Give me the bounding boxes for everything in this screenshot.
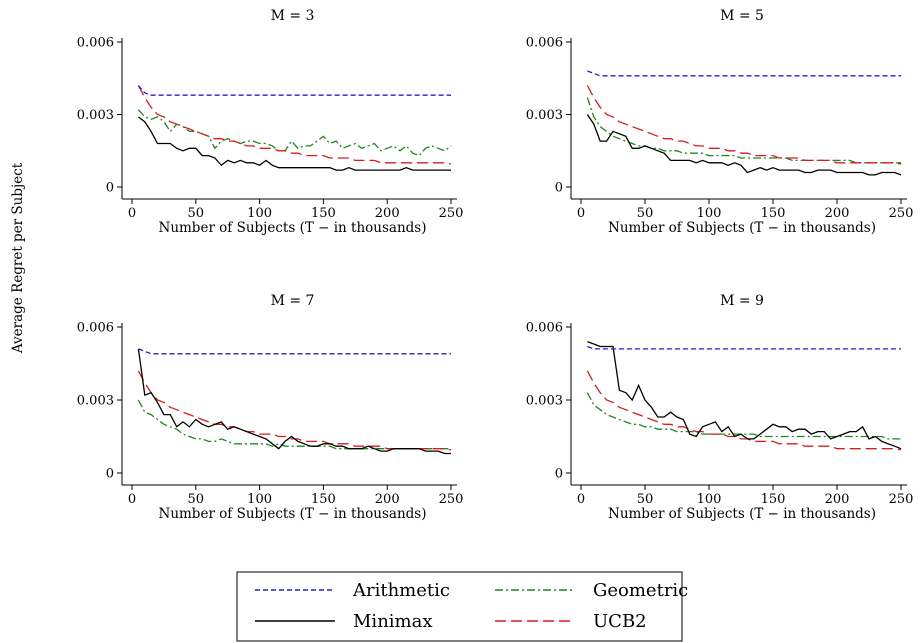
y-tick-label: 0.006 bbox=[77, 36, 114, 51]
series-geometric bbox=[586, 97, 901, 164]
series-geometric bbox=[586, 392, 901, 440]
panels: M = 3 0 0.003 0.006 0 50 100 150 200 250 Number of… bbox=[77, 8, 914, 522]
x-tick-label: 50 bbox=[188, 206, 205, 221]
x-tick-label: 150 bbox=[761, 492, 786, 507]
panel-title: M = 7 bbox=[271, 293, 315, 309]
y-tick-label: 0.003 bbox=[526, 108, 563, 123]
x-tick-label: 0 bbox=[577, 492, 585, 507]
x-tick-label: 0 bbox=[577, 206, 585, 221]
y-tick-label: 0.006 bbox=[77, 321, 114, 336]
series-minimax bbox=[587, 340, 902, 450]
y-tick-label: 0.006 bbox=[526, 36, 563, 51]
panel-2: M = 5 0 0.003 0.006 0 50 100 150 200 250 Number of… bbox=[526, 8, 914, 236]
x-tick-label: 0 bbox=[128, 492, 136, 507]
x-tick-label: 250 bbox=[889, 206, 914, 221]
y-tick-label: 0 bbox=[106, 467, 114, 482]
y-tick-label: 0 bbox=[106, 181, 114, 196]
x-tick-label: 200 bbox=[825, 206, 850, 221]
x-tick-label: 150 bbox=[311, 206, 336, 221]
series-ucb2 bbox=[137, 85, 452, 165]
x-tick-label: 250 bbox=[889, 492, 914, 507]
y-tick-label: 0.006 bbox=[526, 321, 563, 336]
x-tick-label: 200 bbox=[825, 492, 850, 507]
series-minimax bbox=[138, 116, 451, 171]
series-arithmetic bbox=[138, 348, 451, 355]
panel-4: M = 9 0 0.003 0.006 0 50 100 150 200 250 Number of… bbox=[526, 293, 914, 522]
legend-label-minimax: Minimax bbox=[353, 611, 433, 632]
y-tick-label: 0.003 bbox=[77, 394, 114, 409]
series-ucb2 bbox=[586, 85, 902, 165]
x-tick-label: 200 bbox=[375, 492, 400, 507]
panel-1: M = 3 0 0.003 0.006 0 50 100 150 200 250 Number of… bbox=[77, 8, 464, 236]
y-tick-label: 0.003 bbox=[526, 394, 563, 409]
series-ucb2 bbox=[137, 370, 452, 451]
panel-title: M = 5 bbox=[720, 8, 764, 24]
x-tick-label: 150 bbox=[311, 492, 336, 507]
legend-label-geometric: Geometric bbox=[593, 580, 688, 601]
legend-label-arithmetic: Arithmetic bbox=[352, 580, 450, 601]
x-tick-label: 150 bbox=[761, 206, 786, 221]
panel-title: M = 3 bbox=[271, 8, 315, 24]
series-ucb2 bbox=[586, 370, 902, 451]
legend-label-ucb2: UCB2 bbox=[593, 611, 647, 632]
x-tick-label: 250 bbox=[439, 492, 464, 507]
x-tick-label: 50 bbox=[637, 206, 654, 221]
series-arithmetic bbox=[587, 70, 901, 77]
x-tick-label: 50 bbox=[188, 492, 205, 507]
x-tick-label: 100 bbox=[697, 492, 722, 507]
panel-3: M = 7 0 0.003 0.006 0 50 100 150 200 250 Number of… bbox=[77, 293, 464, 522]
x-tick-label: 100 bbox=[247, 492, 272, 507]
y-axis-label: Average Regret per Subject bbox=[10, 162, 26, 354]
x-tick-label: 50 bbox=[637, 492, 654, 507]
x-axis-label: Number of Subjects (T − in thousands) bbox=[608, 506, 876, 522]
panel-title: M = 9 bbox=[720, 293, 764, 309]
x-axis-label: Number of Subjects (T − in thousands) bbox=[608, 220, 876, 236]
y-tick-label: 0.003 bbox=[77, 108, 114, 123]
x-axis-label: Number of Subjects (T − in thousands) bbox=[159, 220, 427, 236]
series-minimax bbox=[586, 114, 902, 176]
legend-box bbox=[236, 571, 683, 642]
x-tick-label: 100 bbox=[247, 206, 272, 221]
x-axis-label: Number of Subjects (T − in thousands) bbox=[159, 506, 427, 522]
legend: Arithmetic Geometric Minimax UCB2 bbox=[236, 571, 688, 642]
series-geometric bbox=[137, 109, 452, 157]
series-minimax bbox=[137, 348, 451, 455]
x-tick-label: 250 bbox=[439, 206, 464, 221]
y-tick-label: 0 bbox=[555, 467, 563, 482]
x-tick-label: 100 bbox=[697, 206, 722, 221]
series-arithmetic bbox=[587, 345, 901, 350]
x-tick-label: 200 bbox=[375, 206, 400, 221]
y-tick-label: 0 bbox=[555, 181, 563, 196]
series-arithmetic bbox=[137, 85, 451, 96]
x-tick-label: 0 bbox=[128, 206, 136, 221]
